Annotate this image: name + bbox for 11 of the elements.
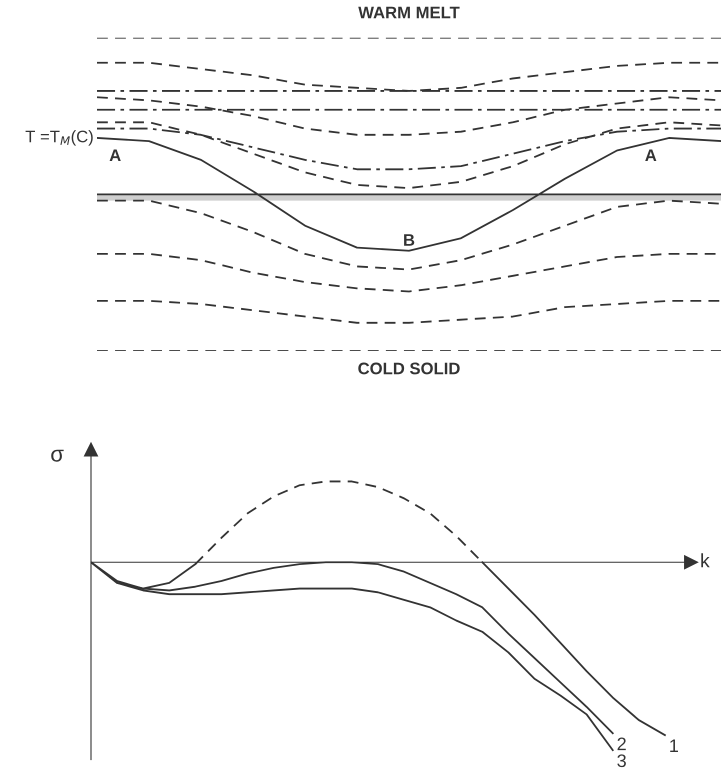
annotation: A <box>110 150 121 161</box>
y-axis-title: σ <box>51 450 64 462</box>
x-axis-title: k <box>701 553 710 568</box>
x-axis-title: COLD SOLID <box>358 362 460 374</box>
annotation: A <box>645 150 656 161</box>
series-label: 3 <box>617 754 626 768</box>
series-label: 2 <box>618 737 626 750</box>
chart-title: WARM MELT <box>358 6 460 18</box>
annotation: B <box>404 234 414 246</box>
y-axis-title: T =T$_{M}$(C) <box>26 130 93 146</box>
series-label: 1 <box>670 740 678 752</box>
